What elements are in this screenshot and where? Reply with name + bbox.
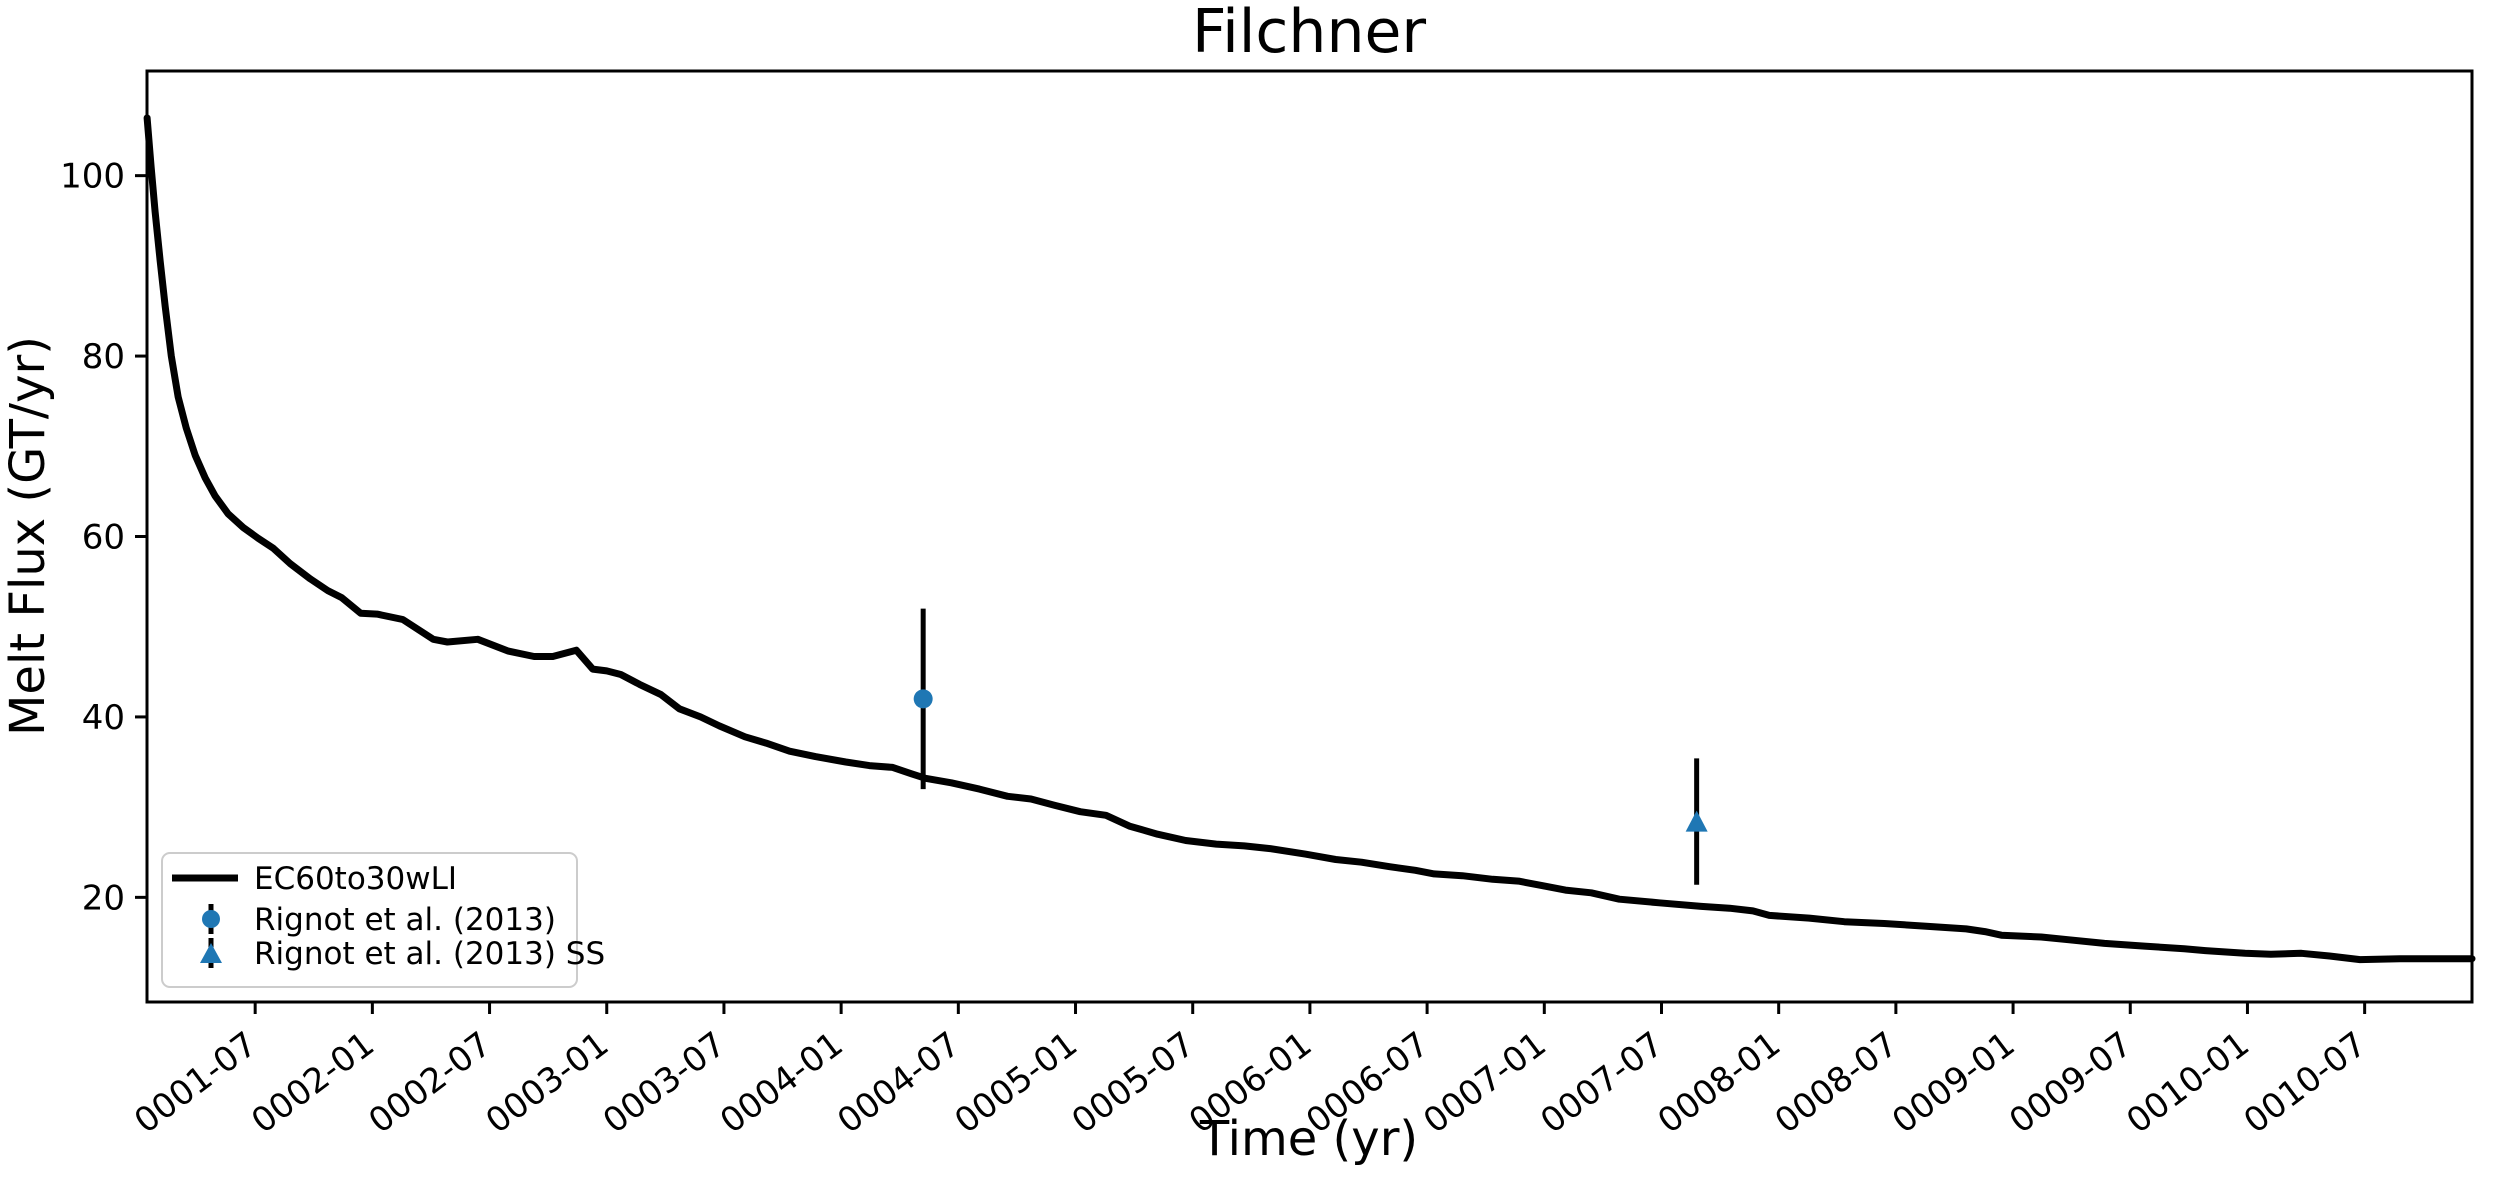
x-tick-label: 0005-01 bbox=[947, 1024, 1085, 1141]
x-tick-label: 0009-01 bbox=[1885, 1024, 2023, 1141]
legend-item: Rignot et al. (2013) SS bbox=[200, 936, 605, 972]
x-tick-label: 0005-07 bbox=[1065, 1024, 1203, 1141]
x-tick-label: 0009-07 bbox=[2002, 1024, 2140, 1141]
legend-item-label: Rignot et al. (2013) bbox=[254, 902, 556, 938]
y-tick-label: 100 bbox=[60, 157, 125, 197]
observation-circle bbox=[913, 608, 933, 790]
legend-triangle-marker-icon bbox=[200, 943, 222, 963]
y-axis-ticks: 20 40 60 80 100 bbox=[60, 157, 147, 918]
triangle-marker-icon bbox=[1685, 810, 1708, 832]
legend-item: Rignot et al. (2013) bbox=[202, 902, 556, 938]
x-tick-label: 0008-01 bbox=[1651, 1024, 1789, 1141]
x-tick-label: 0010-07 bbox=[2237, 1024, 2375, 1141]
x-tick-label: 0001-07 bbox=[127, 1024, 265, 1141]
series-line-EC60to30wLI bbox=[143, 114, 2476, 964]
series-lines bbox=[143, 114, 2476, 964]
observation-points bbox=[913, 608, 1708, 885]
x-tick-label: 0007-01 bbox=[1416, 1024, 1554, 1141]
legend: EC60to30wLI Rignot et al. (2013) Rignot … bbox=[161, 852, 605, 988]
legend-item: EC60to30wLI bbox=[172, 861, 457, 897]
x-tick-label: 0002-07 bbox=[361, 1024, 499, 1141]
legend-item-label: EC60to30wLI bbox=[254, 861, 457, 897]
legend-item-label: Rignot et al. (2013) SS bbox=[254, 936, 605, 972]
x-tick-label: 0002-01 bbox=[244, 1024, 382, 1141]
legend-box bbox=[161, 852, 578, 988]
x-tick-label: 0008-07 bbox=[1768, 1024, 1906, 1141]
y-tick-label: 40 bbox=[82, 698, 125, 738]
x-axis-label: Time (yr) bbox=[1199, 1111, 1418, 1167]
x-tick-label: 0004-07 bbox=[830, 1024, 968, 1141]
x-tick-label: 0003-07 bbox=[596, 1024, 734, 1141]
y-tick-label: 20 bbox=[82, 878, 125, 918]
y-axis-label: Melt Flux (GT/yr) bbox=[0, 336, 56, 736]
chart-title: Filchner bbox=[1192, 0, 1426, 67]
y-tick-label: 60 bbox=[82, 518, 125, 558]
legend-circle-marker-icon bbox=[202, 910, 220, 928]
x-tick-label: 0010-01 bbox=[2119, 1024, 2257, 1141]
y-tick-label: 80 bbox=[82, 337, 125, 377]
circle-marker-icon bbox=[913, 689, 933, 709]
x-tick-label: 0004-01 bbox=[713, 1024, 851, 1141]
plot-frame bbox=[145, 69, 2474, 1004]
observation-triangle bbox=[1685, 758, 1708, 885]
x-tick-label: 0003-01 bbox=[479, 1024, 617, 1141]
x-tick-label: 0007-07 bbox=[1533, 1024, 1671, 1141]
